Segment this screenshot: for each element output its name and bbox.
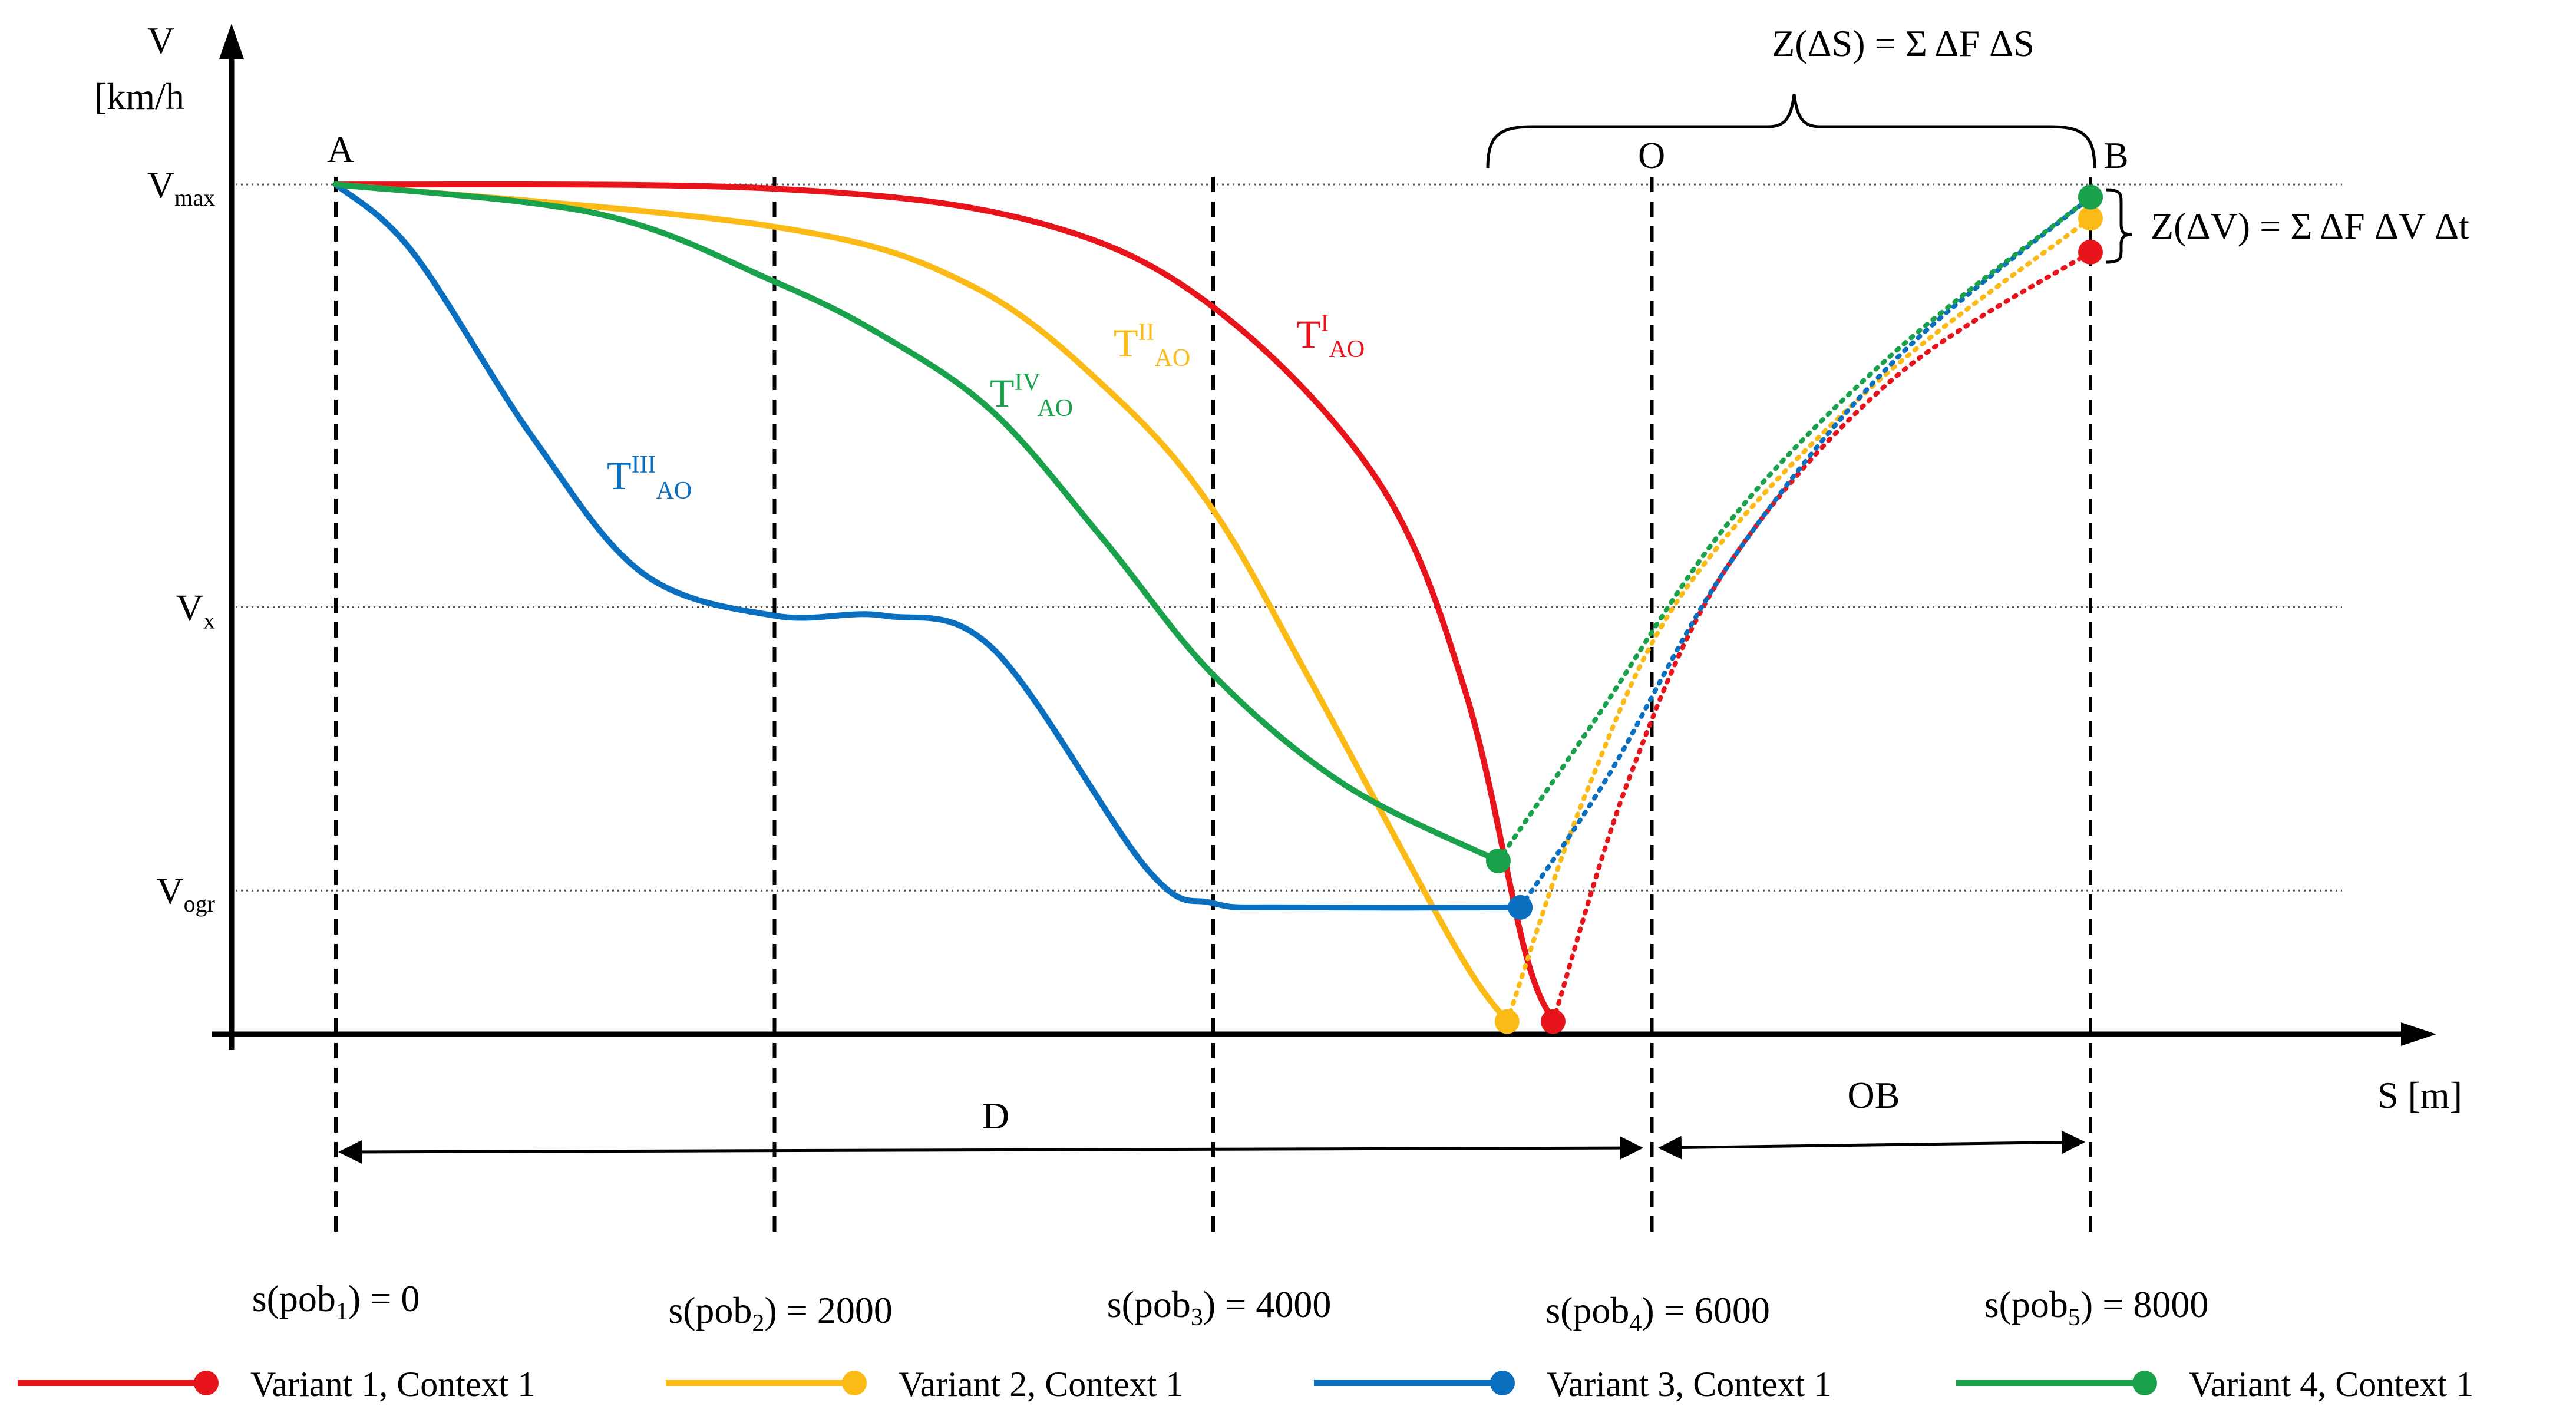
distance-formula: Z(ΔS) = Σ ΔF ΔS — [1772, 22, 2035, 64]
speed-formula: Z(ΔV) = Σ ΔF ΔV Δt — [2151, 205, 2469, 247]
segment-d-label: D — [982, 1095, 1009, 1137]
series-2-min-point — [1494, 1009, 1520, 1034]
y-axis-title-line1: V — [147, 19, 174, 61]
station-label-4: s(pob4) = 6000 — [1545, 1289, 1770, 1337]
legend-swatch-marker-1 — [194, 1371, 219, 1395]
series-2-solid-line — [333, 181, 1510, 1025]
legend-label-1: Variant 1, Context 1 — [250, 1365, 535, 1404]
series-2-end-point — [2078, 206, 2103, 231]
point-label-obstacle: O — [1638, 134, 1665, 176]
series-1-solid-line — [333, 181, 1556, 1025]
legend-swatch-marker-4 — [2132, 1371, 2157, 1395]
x-axis-arrowhead — [2401, 1022, 2436, 1046]
speed-bracket — [2106, 188, 2132, 264]
series-1-end-point — [2078, 239, 2103, 265]
legend-item-2: Variant 2, Context 1 — [666, 1365, 1183, 1404]
station-labels: s(pob1) = 0 s(pob2) = 2000 s(pob3) = 4000 s… — [252, 1278, 2209, 1337]
station-label-2: s(pob2) = 2000 — [668, 1289, 893, 1337]
series-4 — [333, 181, 2103, 873]
legend-swatch-marker-3 — [1490, 1371, 1515, 1395]
legend-label-4: Variant 4, Context 1 — [2189, 1365, 2473, 1404]
legend-item-4: Variant 4, Context 1 — [1956, 1365, 2473, 1404]
legend-item-3: Variant 3, Context 1 — [1314, 1365, 1831, 1404]
legend-label-2: Variant 2, Context 1 — [899, 1365, 1183, 1404]
segment-ob-label: OB — [1848, 1074, 1900, 1116]
series-4-min-point — [1485, 849, 1511, 873]
legend: Variant 1, Context 1 Variant 2, Context 1… — [18, 1365, 2473, 1404]
series-3-dotted-line — [1518, 194, 2093, 910]
segment-d-arrow — [338, 1136, 1643, 1164]
series-4-end-point — [2078, 184, 2103, 210]
station-lines — [334, 177, 2092, 1237]
distance-brace — [1486, 94, 2096, 169]
axes — [212, 24, 2436, 1050]
y-level-label-vx: Vx — [176, 587, 215, 634]
series-layer — [333, 181, 2103, 1034]
series-3-solid-line — [333, 181, 1524, 911]
station-label-5: s(pob5) = 8000 — [1984, 1283, 2209, 1331]
y-level-label-vogr: Vogr — [156, 870, 215, 917]
series-3 — [333, 181, 2103, 920]
series-1 — [333, 181, 2103, 1034]
legend-label-3: Variant 3, Context 1 — [1547, 1365, 1831, 1404]
legend-item-1: Variant 1, Context 1 — [18, 1365, 535, 1404]
curve-label-4: TIVAO — [990, 369, 1073, 422]
y-level-label-vmax: Vmax — [147, 164, 215, 211]
station-label-1: s(pob1) = 0 — [252, 1278, 420, 1325]
segment-ob-arrow — [1658, 1130, 2085, 1160]
curve-label-3: TIIIAO — [607, 451, 692, 504]
point-label-end: B — [2103, 134, 2129, 176]
series-2-dotted-line — [1504, 216, 2093, 1024]
series-1-min-point — [1540, 1009, 1566, 1034]
legend-swatch-marker-2 — [842, 1371, 867, 1395]
y-axis-arrowhead — [219, 24, 244, 59]
x-axis-title: S [m] — [2377, 1074, 2462, 1116]
curve-labels: TIAO TIIAO TIIIAO TIVAO — [607, 310, 1365, 504]
series-4-solid-line — [333, 181, 1501, 864]
series-3-min-point — [1508, 894, 1533, 920]
y-axis-title-line2: [km/h — [94, 75, 184, 117]
series-4-dotted-line — [1495, 194, 2093, 863]
y-level-labels: Vmax Vx Vogr — [147, 164, 215, 917]
station-label-3: s(pob3) = 4000 — [1107, 1283, 1332, 1331]
curve-label-1: TIAO — [1296, 310, 1365, 363]
curve-label-2: TIIAO — [1114, 319, 1190, 372]
series-2 — [333, 181, 2103, 1034]
point-label-start: A — [327, 128, 354, 170]
series-1-dotted-line — [1551, 249, 2093, 1024]
